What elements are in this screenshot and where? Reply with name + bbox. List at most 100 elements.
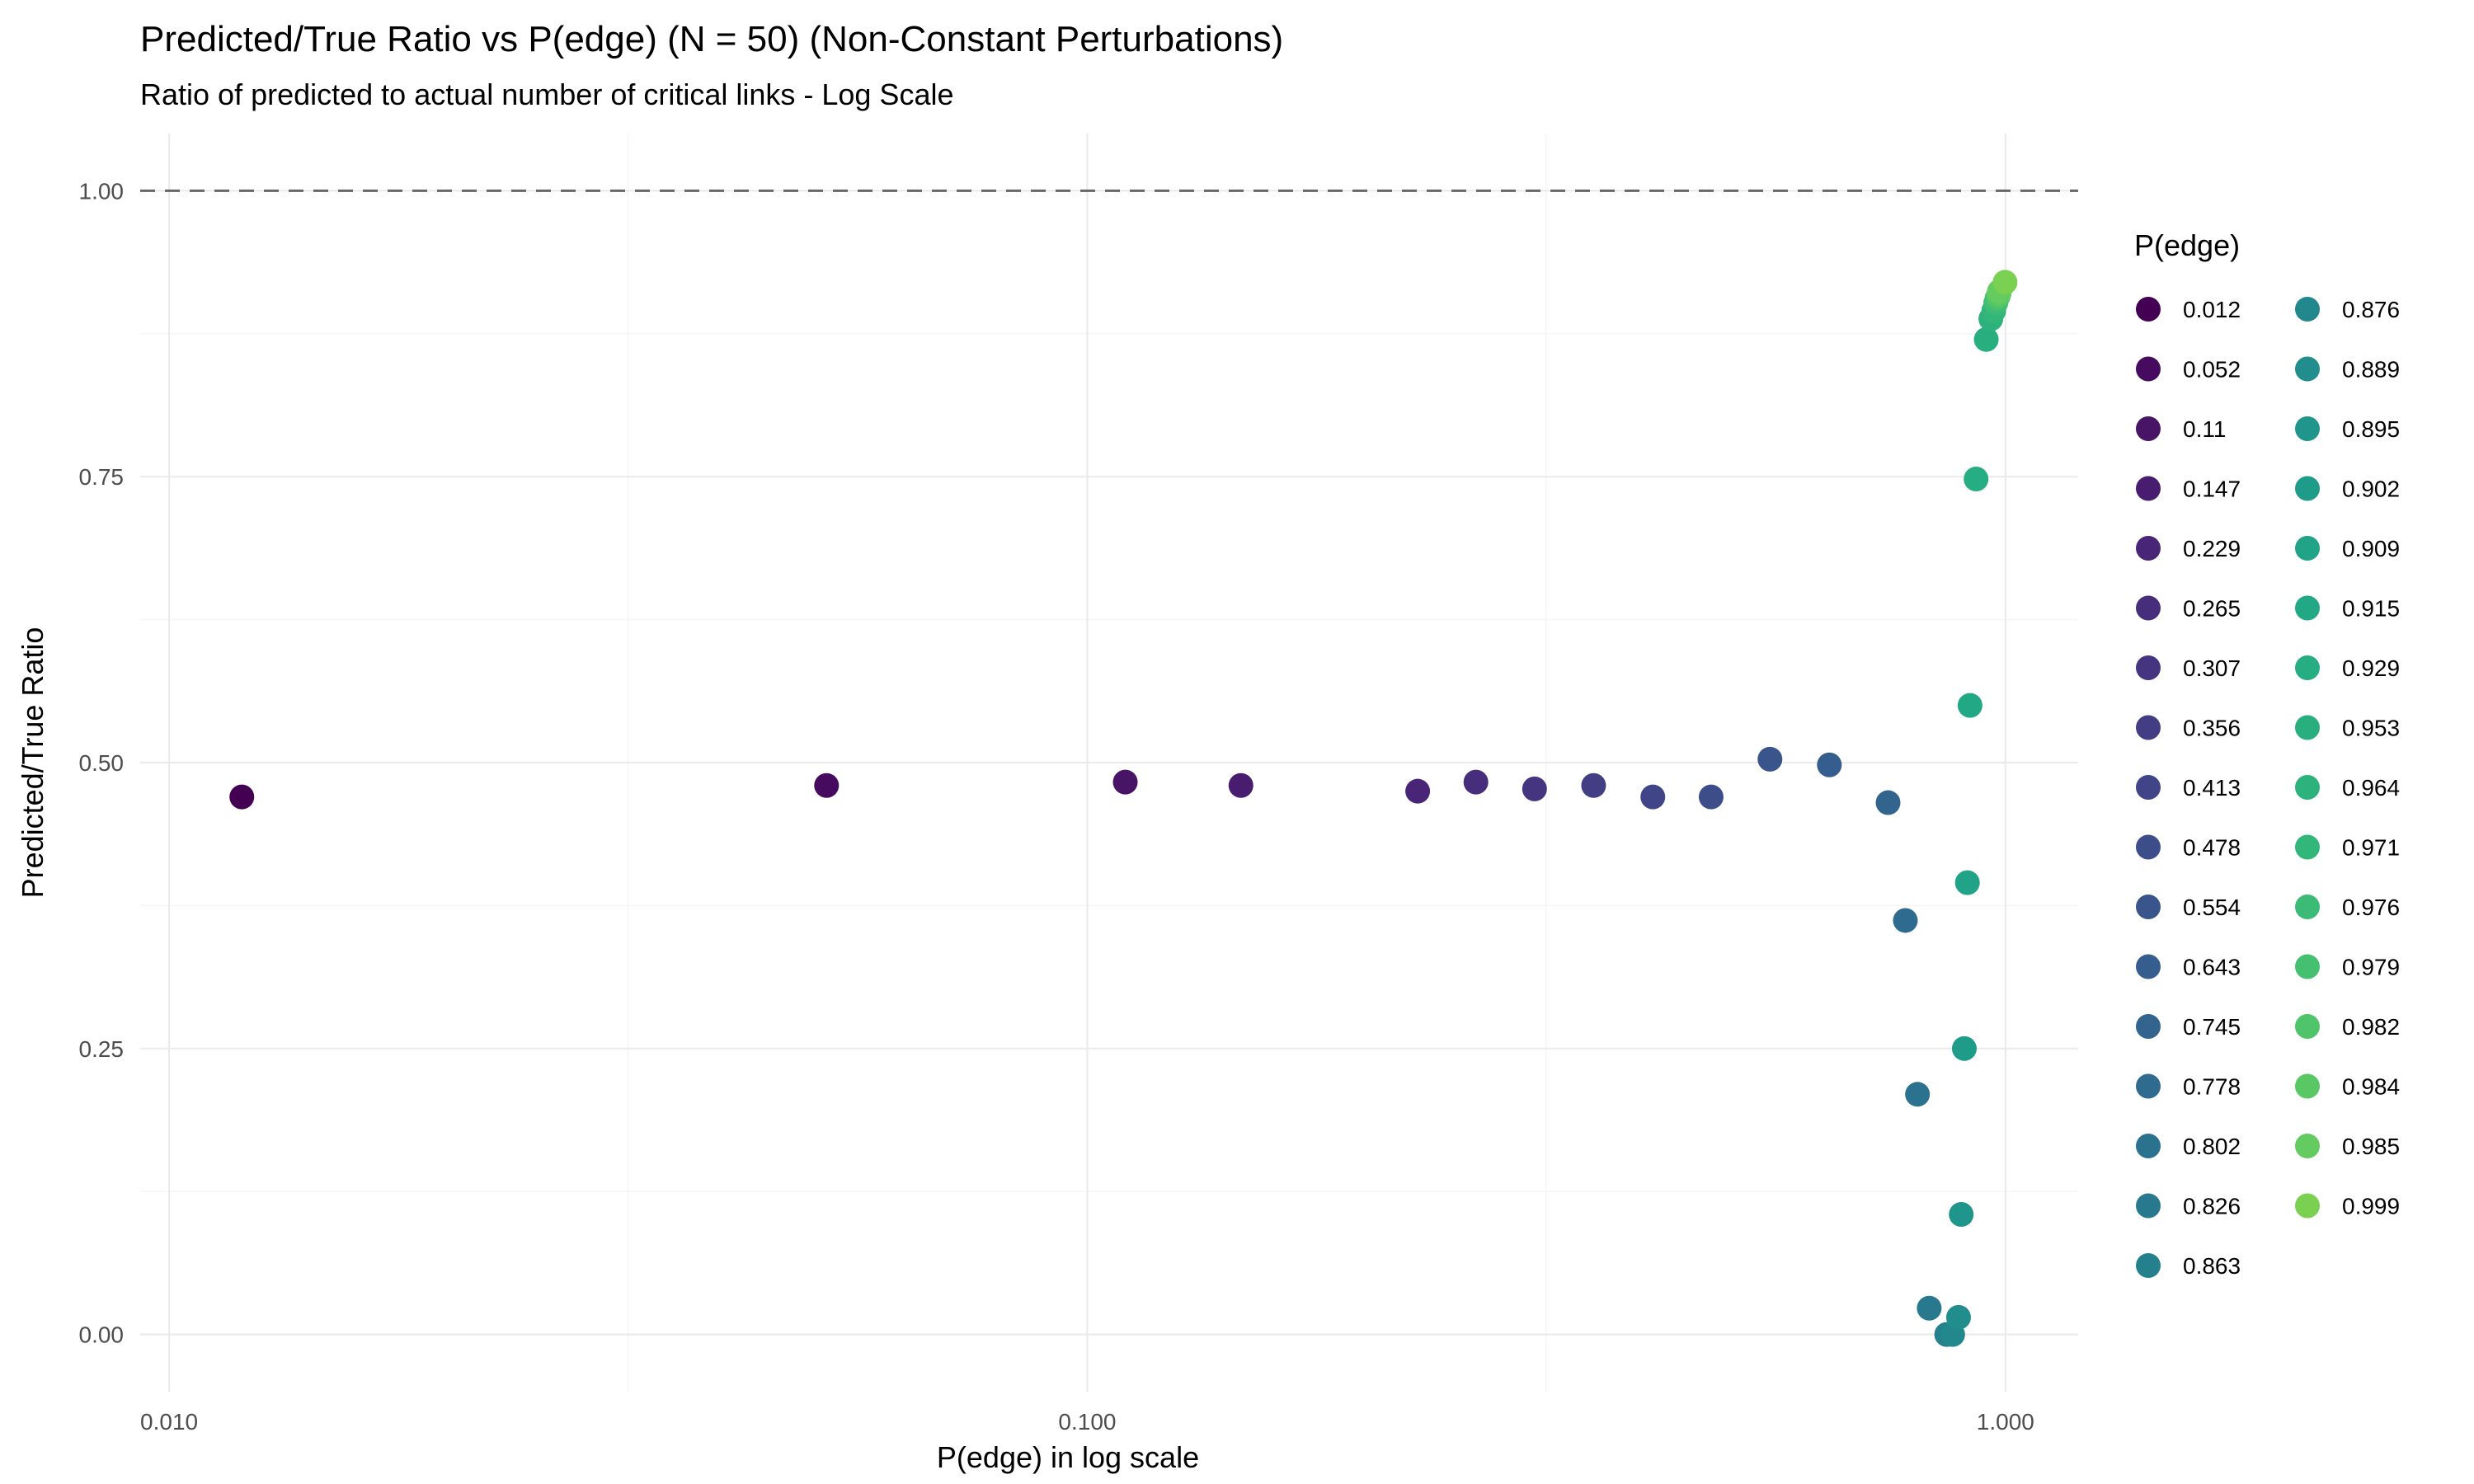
legend-label: 0.889 <box>2342 357 2400 383</box>
legend-label: 0.929 <box>2342 655 2400 681</box>
data-point <box>1640 784 1666 810</box>
legend-label: 0.976 <box>2342 895 2400 920</box>
chart-title: Predicted/True Ratio vs P(edge) (N = 50)… <box>140 19 1283 59</box>
data-point <box>229 784 255 810</box>
legend-label: 0.909 <box>2342 536 2400 561</box>
legend-label: 0.265 <box>2183 596 2241 622</box>
y-tick-label: 0.75 <box>79 464 125 490</box>
legend-label: 0.229 <box>2183 536 2241 561</box>
data-point <box>1893 908 1918 933</box>
legend-label: 0.971 <box>2342 835 2400 861</box>
y-tick-label: 0.25 <box>79 1036 125 1062</box>
legend-key <box>2295 1193 2320 1219</box>
legend-label: 0.012 <box>2183 297 2241 322</box>
data-point <box>1954 870 1980 895</box>
data-point <box>1817 752 1842 777</box>
legend-label: 0.953 <box>2342 716 2400 741</box>
legend-label: 0.902 <box>2342 477 2400 502</box>
data-point <box>1905 1082 1931 1107</box>
legend-key <box>2136 1073 2161 1099</box>
y-tick-label: 0.50 <box>79 750 125 776</box>
legend-key <box>2295 356 2320 382</box>
x-axis-label: P(edge) in log scale <box>937 1440 1199 1474</box>
legend-key <box>2295 1134 2320 1158</box>
legend-label: 0.982 <box>2342 1014 2400 1040</box>
grid <box>140 134 2078 1392</box>
legend-key <box>2295 834 2320 860</box>
legend-key <box>2136 895 2161 919</box>
legend-key <box>2136 356 2161 382</box>
data-point <box>1463 769 1489 795</box>
legend-label: 0.307 <box>2183 655 2241 681</box>
legend-key <box>2136 715 2161 740</box>
legend-key <box>2295 1073 2320 1099</box>
legend-key <box>2295 895 2320 919</box>
legend-label: 0.802 <box>2183 1134 2241 1159</box>
legend-key <box>2136 834 2161 860</box>
data-point <box>1951 1036 1977 1061</box>
legend-key <box>2136 536 2161 561</box>
legend-key <box>2295 775 2320 800</box>
data-point <box>1992 270 2018 295</box>
x-axis-ticks: 0.010 0.100 1.000 <box>140 1409 2034 1435</box>
legend-label: 0.478 <box>2183 835 2241 861</box>
y-axis-ticks: 0.00 0.25 0.50 0.75 1.00 <box>79 178 125 1347</box>
legend-key <box>2295 1014 2320 1039</box>
legend-label: 0.895 <box>2342 416 2400 442</box>
legend-key <box>2136 655 2161 680</box>
legend-key <box>2295 536 2320 561</box>
legend-key <box>2295 595 2320 621</box>
legend-key <box>2295 655 2320 680</box>
y-axis-label: Predicted/True Ratio <box>16 627 49 899</box>
legend-label: 0.915 <box>2342 596 2400 622</box>
legend-key <box>2295 476 2320 501</box>
legend-label: 0.413 <box>2183 775 2241 801</box>
data-point <box>1757 746 1783 772</box>
legend-key <box>2136 1134 2161 1158</box>
data-point <box>1945 1304 1971 1330</box>
legend-key <box>2136 775 2161 800</box>
data-point <box>1964 466 1989 491</box>
legend: 0.012 0.052 0.11 0.147 0.229 0.265 0.307 0.356 0… <box>2136 297 2400 1279</box>
x-tick-label: 1.000 <box>1977 1409 2034 1435</box>
legend-label: 0.147 <box>2183 477 2241 502</box>
x-tick-label: 0.100 <box>1058 1409 1116 1435</box>
legend-label: 0.984 <box>2342 1074 2400 1100</box>
data-point <box>1875 790 1901 815</box>
legend-label: 0.985 <box>2342 1134 2400 1159</box>
legend-label: 0.999 <box>2342 1194 2400 1219</box>
legend-label: 0.826 <box>2183 1194 2241 1219</box>
data-point <box>1405 778 1431 804</box>
legend-label: 0.554 <box>2183 895 2241 920</box>
data-point <box>1522 776 1547 801</box>
legend-key <box>2136 1253 2161 1278</box>
legend-key <box>2295 416 2320 441</box>
data-point <box>1917 1295 1942 1321</box>
y-tick-label: 0.00 <box>79 1322 125 1348</box>
legend-label: 0.778 <box>2183 1074 2241 1100</box>
data-point <box>814 773 840 798</box>
legend-key <box>2136 1014 2161 1039</box>
legend-label: 0.876 <box>2342 297 2400 322</box>
legend-key <box>2136 297 2161 322</box>
legend-label: 0.979 <box>2342 955 2400 980</box>
legend-label: 0.964 <box>2342 775 2400 801</box>
data-point <box>1112 769 1138 795</box>
y-tick-label: 1.00 <box>79 178 125 204</box>
legend-key <box>2136 1193 2161 1219</box>
legend-label: 0.052 <box>2183 357 2241 383</box>
legend-key <box>2136 595 2161 621</box>
legend-label: 0.643 <box>2183 955 2241 980</box>
legend-key <box>2136 476 2161 501</box>
legend-key <box>2295 954 2320 979</box>
legend-key <box>2295 715 2320 740</box>
data-point <box>1228 773 1253 798</box>
chart-subtitle: Ratio of predicted to actual number of c… <box>140 77 953 111</box>
data-point <box>1973 326 1999 352</box>
legend-key <box>2295 297 2320 322</box>
data-point <box>1581 773 1606 798</box>
data-point <box>1698 784 1724 810</box>
legend-key <box>2136 954 2161 979</box>
legend-label: 0.745 <box>2183 1014 2241 1040</box>
